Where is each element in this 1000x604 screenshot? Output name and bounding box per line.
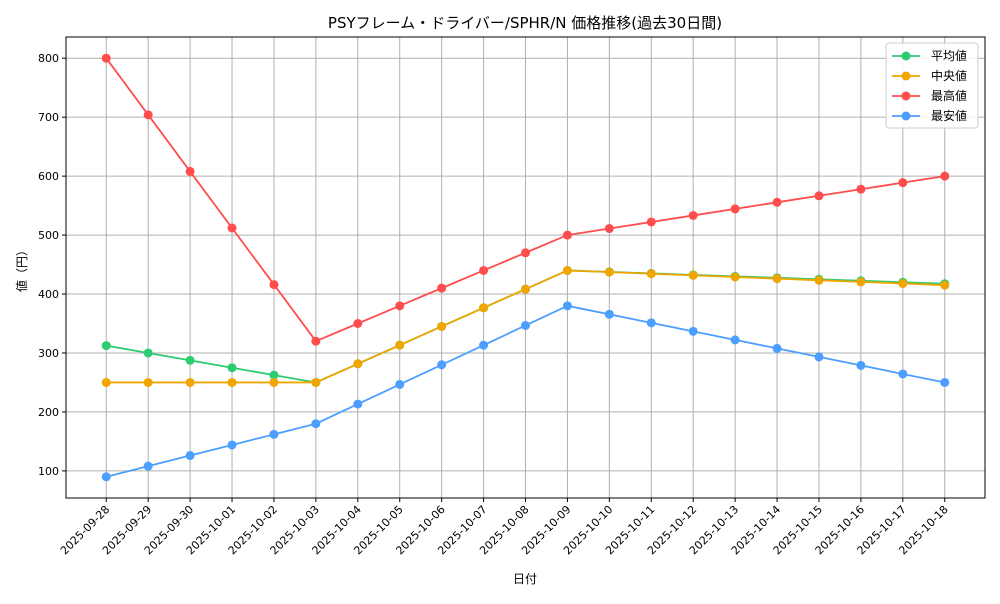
x-axis-label: 日付 (513, 572, 537, 586)
data-point (437, 283, 447, 293)
data-point (353, 319, 363, 329)
data-point (227, 377, 237, 387)
legend-label: 最高値 (931, 88, 967, 103)
data-point (227, 223, 237, 233)
legend-marker (901, 51, 911, 61)
data-point (604, 309, 614, 319)
y-tick-label: 300 (38, 347, 59, 360)
data-point (521, 284, 530, 294)
data-point (269, 280, 279, 290)
data-point (940, 377, 950, 387)
data-point (521, 320, 530, 330)
data-point (437, 321, 447, 331)
y-tick-label: 100 (38, 465, 59, 478)
legend-marker (901, 91, 911, 101)
data-point (269, 429, 279, 439)
data-point (311, 419, 321, 429)
plot-frame (65, 36, 986, 499)
y-tick-label: 800 (38, 52, 59, 65)
data-point (688, 326, 698, 336)
data-point (101, 377, 111, 387)
data-point (688, 210, 698, 220)
data-point (101, 341, 111, 351)
y-tick-label: 500 (38, 229, 59, 242)
series-1 (101, 265, 950, 387)
data-point (395, 301, 405, 311)
data-point (395, 379, 405, 389)
data-point (898, 178, 908, 188)
data-point (856, 184, 866, 194)
data-point (185, 377, 195, 387)
series-3 (101, 301, 950, 482)
data-point (479, 265, 489, 275)
data-point (814, 275, 824, 285)
data-point (353, 399, 363, 409)
data-point (227, 440, 237, 450)
data-point (814, 191, 824, 201)
data-point (604, 267, 614, 277)
data-point (562, 230, 572, 240)
data-point (562, 301, 572, 311)
data-point (395, 340, 405, 350)
y-tick-label: 400 (38, 288, 59, 301)
legend-label: 最安値 (931, 108, 967, 123)
data-point (269, 370, 279, 380)
data-point (730, 335, 740, 345)
legend-box (885, 42, 979, 129)
data-point (143, 377, 153, 387)
y-axis-label: 値（円） (14, 244, 29, 292)
data-point (898, 369, 908, 379)
data-point (772, 197, 782, 207)
y-tick-label: 600 (38, 170, 59, 183)
data-point (101, 472, 111, 482)
data-point (730, 204, 740, 214)
data-point (269, 377, 279, 387)
data-point (772, 274, 782, 284)
data-point (143, 348, 153, 358)
data-point (143, 110, 153, 120)
data-point (185, 355, 195, 365)
data-point (646, 318, 656, 328)
grid (66, 37, 985, 498)
data-point (353, 359, 363, 369)
data-point (940, 280, 950, 290)
data-point (646, 269, 656, 279)
data-point (311, 336, 321, 346)
y-tick-label: 700 (38, 111, 59, 124)
legend-marker (901, 111, 911, 121)
data-point (101, 53, 111, 63)
x-axis-ticks: 2025-09-282025-09-292025-09-302025-10-01… (58, 498, 951, 557)
chart-title: PSYフレーム・ドライバー/SPHR/N 価格推移(過去30日間) (328, 14, 722, 32)
data-point (604, 224, 614, 234)
data-point (479, 303, 489, 313)
legend-label: 平均値 (931, 48, 967, 63)
data-point (646, 217, 656, 227)
data-point (730, 272, 740, 282)
data-point (185, 166, 195, 176)
data-point (898, 279, 908, 289)
series-lines (101, 53, 950, 482)
data-point (143, 461, 153, 471)
data-point (562, 265, 572, 275)
data-point (311, 377, 321, 387)
data-point (856, 277, 866, 287)
data-point (940, 171, 950, 181)
series-2 (101, 53, 950, 346)
data-point (772, 343, 782, 353)
data-point (856, 360, 866, 370)
legend-label: 中央値 (931, 68, 967, 83)
data-point (521, 248, 530, 258)
data-point (688, 270, 698, 280)
y-tick-label: 200 (38, 406, 59, 419)
legend-marker (901, 71, 911, 81)
data-point (227, 363, 237, 373)
data-point (437, 360, 447, 370)
data-point (185, 451, 195, 461)
y-axis-ticks: 100 200 300 400 500 600 700 800 (38, 52, 66, 478)
data-point (814, 352, 824, 362)
data-point (479, 340, 489, 350)
